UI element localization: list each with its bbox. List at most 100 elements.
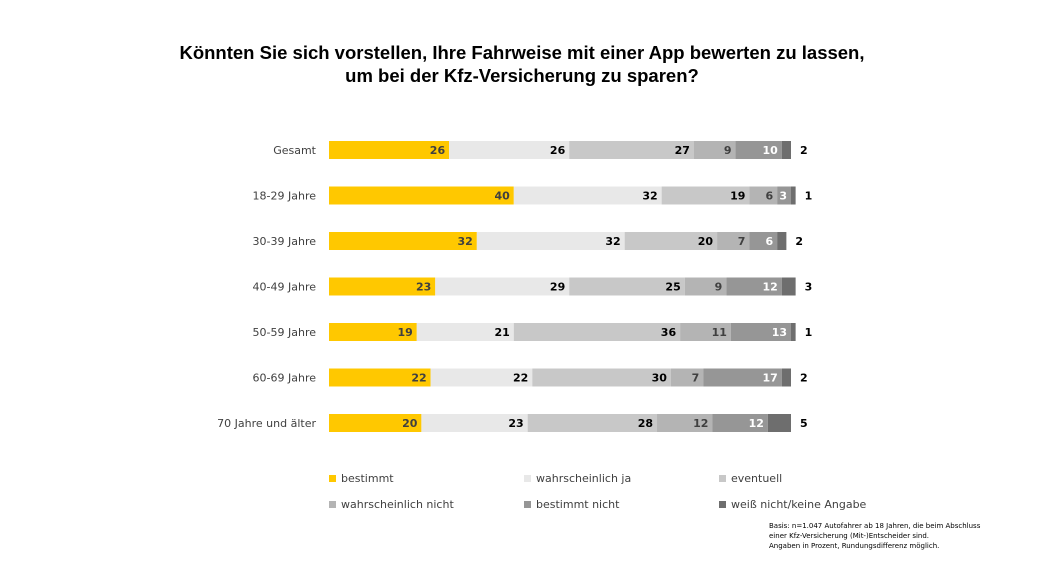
value-label-bestimmt-nicht-50-59-jahre: 13 (772, 326, 787, 339)
value-label-bestimmt-nicht-70-jahre-und-aelter: 12 (749, 417, 764, 430)
value-label-wahrscheinlich-ja-70-jahre-und-aelter: 23 (508, 417, 523, 430)
value-label-eventuell-18-29-jahre: 19 (730, 190, 745, 203)
legend-label-eventuell: eventuell (731, 472, 783, 485)
legend-swatch-weiss-nicht-keine-angabe (719, 501, 726, 508)
bar-eventuell-40-49-jahre (569, 277, 685, 296)
value-label-eventuell-gesamt: 27 (675, 144, 690, 157)
value-label-bestimmt-18-29-jahre: 40 (494, 190, 510, 203)
value-label-wahrscheinlich-nicht-30-39-jahre: 7 (738, 235, 746, 248)
base-note: Basis: n=1.047 Autofahrer ab 18 Jahren, … (769, 521, 980, 551)
value-label-bestimmt-nicht-40-49-jahre: 12 (762, 281, 777, 294)
legend-label-bestimmt-nicht: bestimmt nicht (536, 498, 620, 511)
value-label-bestimmt-nicht-30-39-jahre: 6 (765, 235, 773, 248)
bar-weiss-nicht-keine-angabe-40-49-jahre (781, 277, 796, 296)
category-label-70-jahre-und-aelter: 70 Jahre und älter (217, 417, 316, 430)
value-label-wahrscheinlich-nicht-70-jahre-und-aelter: 12 (693, 417, 708, 430)
legend-swatch-wahrscheinlich-ja (524, 475, 531, 482)
bar-eventuell-gesamt (569, 141, 694, 159)
value-label-bestimmt-gesamt: 26 (430, 144, 446, 157)
bar-bestimmt-nicht-60-69-jahre (703, 368, 782, 387)
value-label-weiss-nicht-keine-angabe-40-49-jahre: 3 (805, 281, 813, 294)
value-label-bestimmt-30-39-jahre: 32 (458, 235, 473, 248)
value-label-bestimmt-50-59-jahre: 19 (397, 326, 412, 339)
value-label-eventuell-70-jahre-und-aelter: 28 (638, 417, 653, 430)
legend-item-bestimmt: bestimmt (329, 472, 394, 485)
bar-wahrscheinlich-nicht-30-39-jahre (717, 232, 750, 250)
bar-bestimmt-40-49-jahre (329, 277, 436, 296)
value-label-weiss-nicht-keine-angabe-60-69-jahre: 2 (800, 372, 808, 385)
value-label-wahrscheinlich-nicht-gesamt: 9 (724, 144, 732, 157)
value-label-eventuell-60-69-jahre: 30 (652, 372, 668, 385)
value-label-wahrscheinlich-nicht-60-69-jahre: 7 (692, 372, 700, 385)
bar-weiss-nicht-keine-angabe-gesamt (781, 141, 791, 159)
legend-item-wahrscheinlich-nicht: wahrscheinlich nicht (329, 498, 454, 511)
bar-bestimmt-30-39-jahre (329, 232, 477, 250)
category-label-30-39-jahre: 30-39 Jahre (253, 235, 317, 248)
bar-wahrscheinlich-nicht-50-59-jahre (680, 323, 731, 341)
bar-weiss-nicht-keine-angabe-70-jahre-und-aelter (767, 414, 791, 432)
value-label-wahrscheinlich-ja-60-69-jahre: 22 (513, 372, 528, 385)
value-label-wahrscheinlich-ja-gesamt: 26 (550, 144, 566, 157)
legend-item-weiss-nicht-keine-angabe: weiß nicht/keine Angabe (719, 498, 866, 511)
value-label-bestimmt-70-jahre-und-aelter: 20 (402, 417, 418, 430)
bar-wahrscheinlich-nicht-70-jahre-und-aelter (657, 414, 713, 432)
base-note-line-3: Angaben in Prozent, Rundungsdifferenz mö… (769, 542, 940, 550)
bar-eventuell-30-39-jahre (624, 232, 718, 250)
legend-item-bestimmt-nicht: bestimmt nicht (524, 498, 619, 511)
bar-weiss-nicht-keine-angabe-50-59-jahre (791, 323, 796, 341)
bar-bestimmt-nicht-18-29-jahre (777, 186, 791, 205)
value-label-weiss-nicht-keine-angabe-gesamt: 2 (800, 144, 808, 157)
bar-wahrscheinlich-ja-30-39-jahre (476, 232, 625, 250)
bar-wahrscheinlich-ja-gesamt (449, 141, 570, 159)
bar-bestimmt-nicht-70-jahre-und-aelter (712, 414, 768, 432)
value-label-wahrscheinlich-ja-18-29-jahre: 32 (642, 190, 657, 203)
legend-label-wahrscheinlich-ja: wahrscheinlich ja (536, 472, 632, 485)
bar-wahrscheinlich-nicht-40-49-jahre (684, 277, 727, 296)
value-label-wahrscheinlich-nicht-50-59-jahre: 11 (712, 326, 727, 339)
value-label-weiss-nicht-keine-angabe-50-59-jahre: 1 (805, 326, 813, 339)
bar-eventuell-18-29-jahre (661, 186, 750, 205)
category-label-60-69-jahre: 60-69 Jahre (253, 372, 317, 385)
value-label-eventuell-40-49-jahre: 25 (665, 281, 680, 294)
bar-wahrscheinlich-ja-40-49-jahre (435, 277, 570, 296)
bar-weiss-nicht-keine-angabe-30-39-jahre (777, 232, 787, 250)
chart-title-line-2: um bei der Kfz-Versicherung zu sparen? (345, 65, 699, 86)
base-note-line-1: Basis: n=1.047 Autofahrer ab 18 Jahren, … (769, 522, 981, 530)
value-label-bestimmt-40-49-jahre: 23 (416, 281, 431, 294)
bar-bestimmt-nicht-40-49-jahre (726, 277, 782, 296)
value-label-wahrscheinlich-ja-40-49-jahre: 29 (550, 281, 565, 294)
bar-wahrscheinlich-nicht-60-69-jahre (670, 368, 704, 387)
value-label-wahrscheinlich-nicht-18-29-jahre: 6 (765, 190, 773, 203)
chart-title: Könnten Sie sich vorstellen, Ihre Fahrwe… (0, 41, 1044, 87)
bar-bestimmt-60-69-jahre (329, 368, 431, 387)
value-label-weiss-nicht-keine-angabe-30-39-jahre: 2 (795, 235, 803, 248)
bar-wahrscheinlich-nicht-gesamt (693, 141, 736, 159)
category-label-gesamt: Gesamt (273, 144, 316, 157)
legend-swatch-eventuell (719, 475, 726, 482)
legend-swatch-bestimmt (329, 475, 336, 482)
legend-item-wahrscheinlich-ja: wahrscheinlich ja (524, 472, 631, 485)
legend-item-eventuell: eventuell (719, 472, 782, 485)
category-label-50-59-jahre: 50-59 Jahre (253, 326, 317, 339)
bar-eventuell-60-69-jahre (532, 368, 671, 387)
category-label-40-49-jahre: 40-49 Jahre (253, 281, 317, 294)
bar-bestimmt-gesamt (329, 141, 450, 159)
bar-eventuell-70-jahre-und-aelter (527, 414, 658, 432)
value-label-wahrscheinlich-ja-30-39-jahre: 32 (605, 235, 620, 248)
value-label-wahrscheinlich-nicht-40-49-jahre: 9 (715, 281, 723, 294)
bar-bestimmt-nicht-50-59-jahre (730, 323, 791, 341)
value-label-eventuell-30-39-jahre: 20 (698, 235, 714, 248)
base-note-line-2: einer Kfz-Versicherung (Mit-)Entscheider… (769, 532, 930, 540)
bar-bestimmt-nicht-gesamt (735, 141, 782, 159)
value-label-bestimmt-60-69-jahre: 22 (411, 372, 426, 385)
bar-bestimmt-70-jahre-und-aelter (329, 414, 422, 432)
value-label-bestimmt-nicht-gesamt: 10 (762, 144, 778, 157)
legend-label-weiss-nicht-keine-angabe: weiß nicht/keine Angabe (731, 498, 867, 511)
stacked-bar-chart: Gesamt 26 26 27 9 10 218-29 Jahre 40 32 19 6 3 130-3… (217, 141, 813, 432)
chart-title-line-1: Könnten Sie sich vorstellen, Ihre Fahrwe… (179, 42, 865, 63)
category-label-18-29-jahre: 18-29 Jahre (253, 190, 317, 203)
value-label-wahrscheinlich-ja-50-59-jahre: 21 (494, 326, 509, 339)
value-label-bestimmt-nicht-18-29-jahre: 3 (779, 190, 787, 203)
value-label-bestimmt-nicht-60-69-jahre: 17 (762, 372, 777, 385)
legend-label-bestimmt: bestimmt (341, 472, 394, 485)
